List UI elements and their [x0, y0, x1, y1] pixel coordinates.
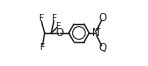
- Text: O: O: [55, 28, 63, 38]
- Text: +: +: [94, 24, 101, 33]
- Text: N: N: [92, 28, 100, 38]
- Text: F: F: [39, 43, 45, 52]
- Text: F: F: [55, 22, 60, 31]
- Text: O: O: [98, 43, 106, 53]
- Text: -: -: [102, 47, 105, 56]
- Text: O: O: [98, 13, 106, 23]
- Text: F: F: [38, 14, 43, 23]
- Text: F: F: [51, 14, 56, 23]
